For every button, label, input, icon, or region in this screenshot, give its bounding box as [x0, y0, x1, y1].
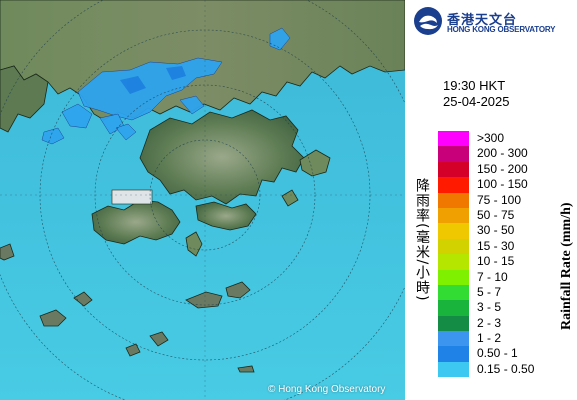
observation-date: 25-04-2025 — [443, 94, 510, 109]
legend-swatch — [438, 223, 469, 239]
legend-label: 0.15 - 0.50 — [477, 361, 535, 376]
legend-swatch — [438, 315, 469, 332]
legend-swatch — [438, 207, 469, 224]
legend-swatch — [438, 331, 469, 347]
legend-labels: >300 200 - 300 150 - 200 100 - 150 75 - … — [477, 131, 567, 377]
legend-label: 2 - 3 — [477, 315, 502, 330]
airport-island — [111, 189, 153, 205]
legend-label: 5 - 7 — [477, 284, 502, 299]
legend-swatch — [438, 346, 469, 362]
rain-echoes — [41, 27, 291, 145]
legend-swatch — [438, 161, 469, 178]
legend-color-scale — [438, 131, 469, 378]
radar-map-canvas — [0, 0, 405, 400]
legend-label: 30 - 50 — [477, 223, 515, 238]
legend-label: 100 - 150 — [477, 177, 528, 192]
legend-swatch — [438, 177, 469, 193]
legend-swatch — [438, 238, 469, 255]
hko-logo-icon — [414, 7, 442, 35]
hko-logo[interactable]: 香港天文台 HONG KONG OBSERVATORY — [413, 6, 573, 38]
legend-label: 15 - 30 — [477, 238, 515, 253]
lamma-island — [185, 231, 203, 257]
hong-kong-land — [139, 109, 305, 205]
east-islands — [281, 149, 331, 207]
rain-echoes-medium — [120, 66, 186, 94]
legend-swatch — [438, 300, 469, 316]
legend-swatch — [438, 284, 469, 301]
legend-label: 1 - 2 — [477, 331, 502, 346]
legend-label: 10 - 15 — [477, 254, 515, 269]
legend-label: >300 — [477, 131, 505, 145]
logo-english-name: HONG KONG OBSERVATORY — [447, 25, 556, 34]
hk-island — [195, 201, 257, 231]
legend-swatch — [438, 254, 469, 270]
unit-label-chinese: 降雨率(毫米/小時) — [414, 178, 430, 302]
legend-label: 75 - 100 — [477, 192, 522, 207]
legend-panel: 香港天文台 HONG KONG OBSERVATORY 19:30 HKT 25… — [405, 0, 577, 400]
legend-label: 7 - 10 — [477, 269, 508, 284]
unit-label-english-wrap: Rainfall Rate (mm/h) — [559, 0, 577, 400]
south-islands — [0, 243, 255, 373]
legend-label: 0.50 - 1 — [477, 346, 518, 361]
legend-swatch — [438, 361, 469, 378]
legend-label: 150 - 200 — [477, 161, 528, 176]
copyright-text: © Hong Kong Observatory — [268, 384, 386, 395]
range-lines — [0, 0, 405, 400]
radar-map[interactable]: © Hong Kong Observatory — [0, 0, 405, 400]
legend-swatch — [438, 146, 469, 162]
legend-label: 200 - 300 — [477, 146, 528, 161]
lantau-island — [91, 199, 181, 245]
observation-time: 19:30 HKT — [443, 78, 506, 93]
unit-label-english: Rainfall Rate (mm/h) — [559, 202, 574, 330]
legend-swatch — [438, 131, 469, 147]
legend-swatch — [438, 192, 469, 208]
legend-label: 3 - 5 — [477, 300, 502, 315]
legend-label: 50 - 75 — [477, 207, 515, 222]
logo-chinese-name: 香港天文台 — [447, 13, 518, 28]
legend-swatch — [438, 269, 469, 285]
